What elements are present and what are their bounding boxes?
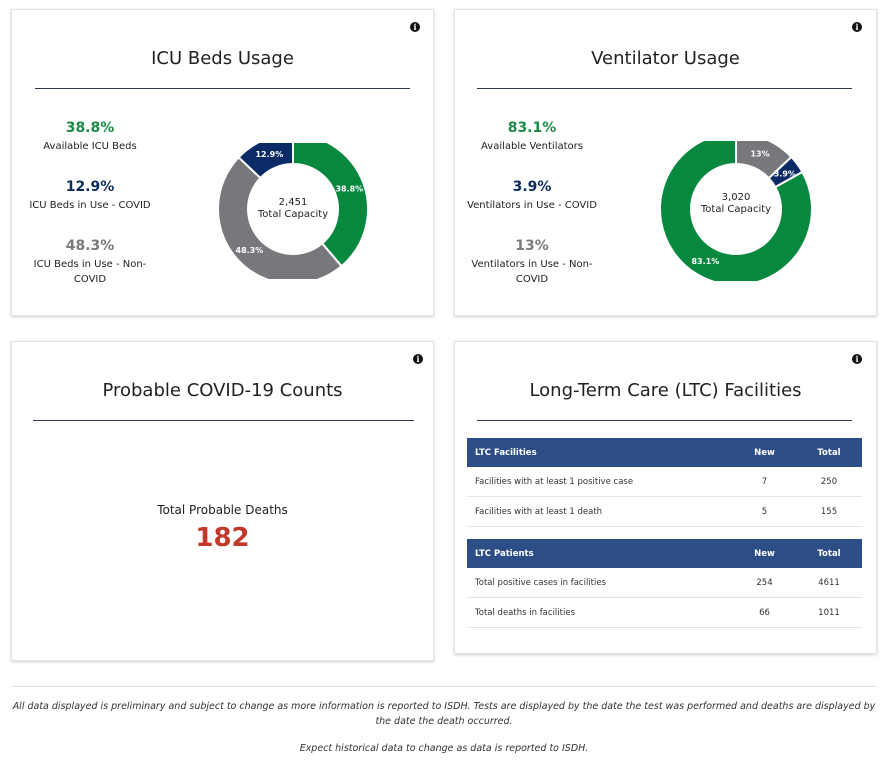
row-label: Facilities with at least 1 positive case: [467, 467, 733, 497]
title-divider: [33, 420, 414, 421]
column-header: Total: [796, 539, 862, 568]
stat-icu-noncovid: 48.3% ICU Beds in Use - Non-COVID: [20, 238, 160, 287]
stat-label: Ventilators in Use - Non-COVID: [471, 259, 593, 285]
donut-center-label: Total Capacity: [257, 209, 328, 220]
cell-total: 4611: [796, 568, 862, 598]
donut-total: 2,451: [279, 197, 308, 208]
stat-label: Available ICU Beds: [43, 141, 137, 152]
stat-percent: 12.9%: [65, 179, 115, 195]
table-row: Facilities with at least 1 positive case…: [467, 467, 862, 497]
table-row: Total positive cases in facilities 254 4…: [467, 568, 862, 598]
cell-total: 250: [796, 467, 862, 497]
card-title: Ventilator Usage: [591, 48, 740, 69]
ltc-patients-header: LTC Patients New Total: [467, 539, 862, 568]
row-label: Facilities with at least 1 death: [467, 496, 733, 527]
icu-donut-chart: 38.8% 48.3% 12.9% 2,451 Total Capacity: [217, 143, 369, 279]
card-title: Probable COVID-19 Counts: [102, 380, 343, 401]
stat-available-icu: 38.8% Available ICU Beds: [15, 120, 165, 154]
card-title: Long-Term Care (LTC) Facilities: [529, 380, 802, 401]
icu-beds-card: i ICU Beds Usage 38.8% Available ICU Bed…: [11, 9, 434, 316]
donut-slice-label: 48.3%: [236, 246, 264, 255]
probable-counts-card: i Probable COVID-19 Counts Total Probabl…: [11, 341, 434, 661]
probable-deaths-value: 182: [195, 523, 250, 553]
footer-disclaimer: All data displayed is preliminary and su…: [12, 701, 876, 727]
ltc-table: LTC Facilities New Total Facilities with…: [467, 438, 862, 628]
cell-new: 7: [733, 467, 796, 497]
probable-deaths-label: Total Probable Deaths: [157, 503, 288, 517]
footer-divider: [12, 686, 876, 687]
column-header: LTC Facilities: [467, 438, 733, 467]
stat-available-vent: 83.1% Available Ventilators: [457, 120, 607, 154]
stat-vent-covid: 3.9% Ventilators in Use - COVID: [457, 179, 607, 213]
donut-slice[interactable]: [292, 143, 369, 268]
card-title: ICU Beds Usage: [151, 48, 294, 69]
stat-label: Ventilators in Use - COVID: [467, 200, 597, 211]
stat-percent: 3.9%: [512, 179, 552, 195]
info-icon[interactable]: i: [852, 22, 862, 32]
donut-slice[interactable]: [237, 143, 294, 180]
title-divider: [477, 420, 852, 421]
stat-vent-noncovid: 13% Ventilators in Use - Non-COVID: [467, 238, 597, 287]
stat-percent: 38.8%: [65, 120, 115, 136]
stat-icu-covid: 12.9% ICU Beds in Use - COVID: [15, 179, 165, 213]
donut-slice-label: 12.9%: [255, 150, 283, 159]
donut-slice[interactable]: [659, 141, 813, 281]
stat-percent: 13%: [515, 238, 549, 254]
donut-slice-label: 83.1%: [691, 257, 719, 266]
donut-slice-label: 3.9%: [774, 169, 796, 178]
title-divider: [477, 88, 852, 89]
vent-donut-chart: 13% 3.9% 83.1% 3,020 Total Capacity: [659, 141, 813, 281]
ltc-facilities-card: i Long-Term Care (LTC) Facilities LTC Fa…: [454, 341, 877, 654]
stat-percent: 48.3%: [65, 238, 115, 254]
column-header: LTC Patients: [467, 539, 733, 568]
cell-new: 254: [733, 568, 796, 598]
info-icon[interactable]: i: [852, 354, 862, 364]
cell-new: 66: [733, 597, 796, 628]
column-header: New: [733, 539, 796, 568]
info-icon[interactable]: i: [413, 354, 423, 364]
cell-new: 5: [733, 496, 796, 527]
stat-label: ICU Beds in Use - Non-COVID: [33, 259, 147, 285]
stat-percent: 83.1%: [507, 120, 557, 136]
column-header: Total: [796, 438, 862, 467]
cell-total: 1011: [796, 597, 862, 628]
ventilator-card: i Ventilator Usage 83.1% Available Venti…: [454, 9, 877, 316]
row-label: Total positive cases in facilities: [467, 568, 733, 598]
donut-center-label: Total Capacity: [700, 204, 771, 215]
footer-note: Expect historical data to change as data…: [299, 743, 589, 754]
donut-slice[interactable]: [217, 155, 343, 279]
column-header: New: [733, 438, 796, 467]
stat-label: Available Ventilators: [481, 141, 583, 152]
table-row: Facilities with at least 1 death 5 155: [467, 496, 862, 527]
row-label: Total deaths in facilities: [467, 597, 733, 628]
cell-total: 155: [796, 496, 862, 527]
donut-slice-label: 38.8%: [335, 184, 363, 193]
donut-total: 3,020: [722, 192, 751, 203]
table-row: Total deaths in facilities 66 1011: [467, 597, 862, 628]
ltc-facilities-header: LTC Facilities New Total: [467, 438, 862, 467]
title-divider: [35, 88, 410, 89]
info-icon[interactable]: i: [410, 22, 420, 32]
stat-label: ICU Beds in Use - COVID: [29, 200, 151, 211]
donut-slice-label: 13%: [750, 149, 769, 158]
